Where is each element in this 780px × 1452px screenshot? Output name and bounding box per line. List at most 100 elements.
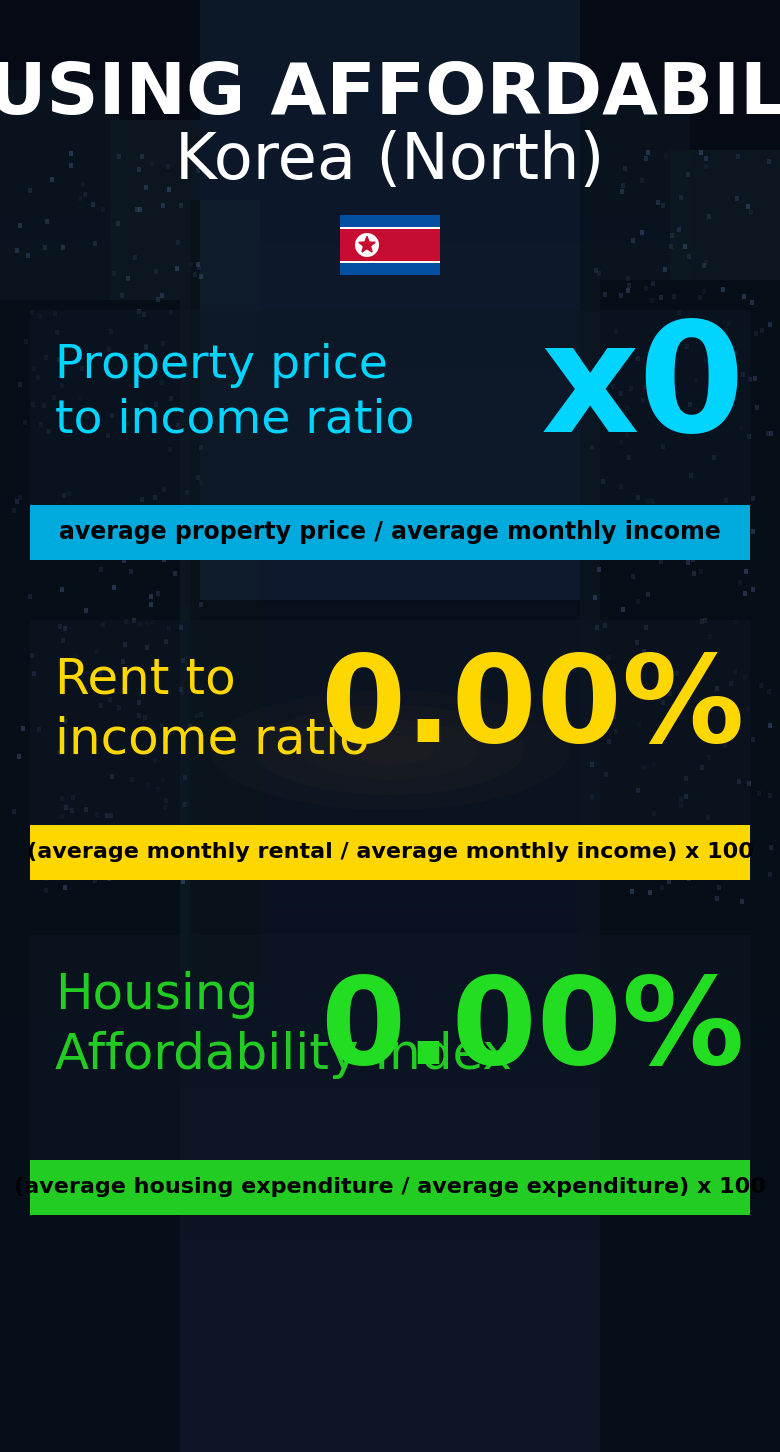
- Bar: [594, 269, 598, 273]
- Bar: [70, 807, 74, 813]
- Bar: [700, 619, 704, 624]
- Bar: [611, 383, 615, 389]
- Bar: [84, 807, 88, 812]
- Bar: [193, 272, 197, 277]
- Bar: [737, 780, 741, 784]
- FancyBboxPatch shape: [30, 1160, 750, 1215]
- Bar: [167, 187, 171, 192]
- Bar: [719, 857, 723, 861]
- Bar: [580, 100, 690, 1019]
- Bar: [661, 700, 665, 706]
- Bar: [42, 836, 46, 842]
- Bar: [683, 244, 687, 248]
- Bar: [651, 385, 655, 391]
- Bar: [52, 395, 56, 399]
- Bar: [340, 260, 440, 263]
- Bar: [196, 475, 200, 481]
- Bar: [703, 619, 707, 623]
- Bar: [12, 809, 16, 815]
- Bar: [107, 347, 111, 351]
- Bar: [652, 762, 656, 767]
- Bar: [754, 331, 758, 335]
- Bar: [138, 208, 142, 212]
- Bar: [156, 591, 160, 595]
- Bar: [199, 444, 203, 450]
- Bar: [619, 484, 623, 489]
- Bar: [691, 558, 695, 562]
- Bar: [99, 566, 103, 572]
- Bar: [154, 402, 158, 407]
- Bar: [760, 328, 764, 333]
- Bar: [95, 649, 99, 653]
- Bar: [724, 498, 728, 502]
- Text: x0: x0: [541, 315, 745, 465]
- Bar: [58, 624, 62, 629]
- Bar: [98, 669, 102, 675]
- Bar: [757, 791, 761, 796]
- Bar: [47, 428, 51, 434]
- Bar: [688, 402, 692, 407]
- Bar: [747, 781, 751, 786]
- Bar: [168, 447, 172, 452]
- Bar: [42, 404, 46, 408]
- Bar: [652, 849, 656, 855]
- Bar: [95, 812, 99, 817]
- Text: Rent to: Rent to: [55, 656, 236, 704]
- Bar: [160, 723, 164, 727]
- Bar: [659, 295, 663, 301]
- Bar: [182, 802, 186, 807]
- Bar: [36, 375, 40, 380]
- Bar: [687, 254, 691, 258]
- Bar: [697, 428, 701, 434]
- Bar: [46, 518, 50, 523]
- Bar: [142, 312, 146, 317]
- Bar: [733, 669, 737, 674]
- Bar: [663, 267, 667, 272]
- Bar: [137, 309, 141, 314]
- Bar: [706, 815, 710, 820]
- Bar: [28, 187, 32, 193]
- Bar: [734, 350, 738, 354]
- Bar: [749, 211, 753, 215]
- Bar: [46, 428, 50, 434]
- Bar: [110, 412, 114, 418]
- Bar: [746, 203, 750, 209]
- Bar: [651, 499, 655, 504]
- Bar: [18, 224, 22, 228]
- Bar: [766, 431, 770, 436]
- Bar: [747, 434, 751, 439]
- Bar: [199, 274, 203, 279]
- Bar: [156, 787, 160, 791]
- Bar: [162, 558, 166, 562]
- Bar: [718, 858, 722, 862]
- Bar: [597, 518, 601, 523]
- Bar: [63, 719, 67, 725]
- Bar: [179, 203, 183, 208]
- Bar: [129, 569, 133, 574]
- Bar: [195, 713, 199, 717]
- Bar: [188, 725, 192, 729]
- Bar: [78, 396, 82, 401]
- Bar: [166, 164, 170, 168]
- Bar: [636, 356, 640, 362]
- Bar: [706, 714, 710, 720]
- Bar: [60, 796, 64, 802]
- Bar: [598, 698, 602, 704]
- Bar: [657, 833, 661, 839]
- Bar: [667, 364, 671, 370]
- Bar: [17, 754, 21, 759]
- Bar: [126, 276, 130, 282]
- Bar: [597, 566, 601, 572]
- Bar: [623, 166, 627, 171]
- Bar: [196, 261, 200, 267]
- Bar: [120, 293, 124, 298]
- Bar: [109, 330, 113, 334]
- Bar: [636, 600, 640, 604]
- Bar: [38, 314, 42, 319]
- Bar: [180, 690, 184, 696]
- Bar: [621, 607, 625, 611]
- Bar: [742, 293, 746, 299]
- Bar: [32, 366, 36, 372]
- Bar: [137, 713, 141, 717]
- Bar: [640, 179, 644, 183]
